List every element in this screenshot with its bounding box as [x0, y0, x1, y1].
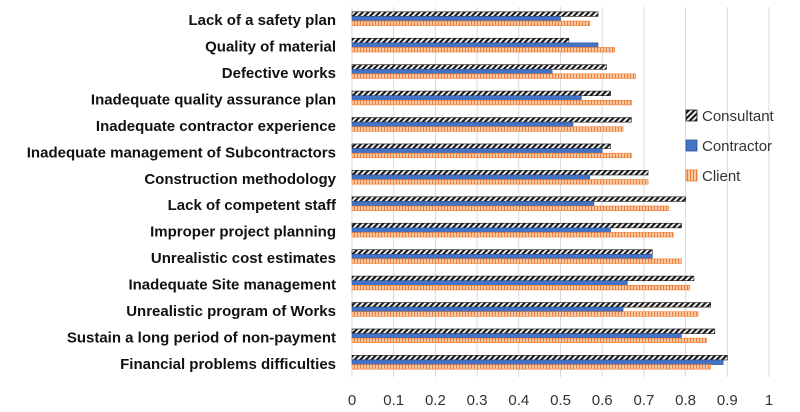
bar-contractor	[351, 280, 628, 286]
bar-client	[351, 20, 590, 26]
category-label: Inadequate management of Subcontractors	[27, 144, 336, 161]
bar-client	[351, 47, 616, 53]
x-tick-label: 0.6	[592, 392, 613, 409]
legend-swatch-contractor	[685, 139, 698, 152]
bar-client	[351, 73, 636, 79]
x-tick-label: 0.2	[425, 392, 446, 409]
bar-contractor	[351, 174, 590, 180]
legend-swatch-client	[685, 169, 698, 182]
bar-contractor	[351, 148, 603, 154]
bar-consultant	[351, 328, 716, 334]
x-tick-label: 0.8	[675, 392, 696, 409]
bar-consultant	[351, 170, 649, 176]
legend-swatch-consultant	[685, 109, 698, 122]
bar-consultant	[351, 222, 682, 229]
category-label: Inadequate quality assurance plan	[91, 92, 336, 109]
bar-contractor	[351, 333, 682, 339]
legend-label-consultant: Consultant	[702, 108, 775, 125]
legend-label-client: Client	[702, 168, 741, 185]
bar-client	[351, 337, 707, 344]
bars	[351, 11, 728, 370]
bar-contractor	[351, 121, 574, 128]
bar-consultant	[351, 196, 686, 202]
bar-client	[351, 311, 699, 317]
bar-contractor	[351, 227, 611, 233]
category-label: Financial problems difficulties	[120, 356, 336, 373]
bar-contractor	[351, 42, 599, 48]
category-label: Inadequate Site management	[128, 277, 336, 294]
category-label: Defective works	[222, 65, 336, 82]
bar-consultant	[351, 355, 728, 361]
bar-contractor	[351, 306, 624, 313]
category-label: Improper project planning	[150, 224, 336, 241]
bar-contractor	[351, 359, 724, 365]
bar-contractor	[351, 16, 561, 22]
bar-client	[351, 152, 632, 159]
category-labels: Lack of a safety plan Quality of material…	[27, 12, 337, 373]
bar-client	[351, 100, 632, 106]
category-label: Sustain a long period of non-payment	[67, 329, 336, 346]
category-label: Construction methodology	[144, 171, 336, 188]
bar-consultant	[351, 64, 607, 70]
category-label: Inadequate contractor experience	[96, 118, 336, 135]
category-label: Quality of material	[205, 39, 336, 56]
bar-contractor	[351, 68, 553, 75]
category-label: Lack of competent staff	[168, 197, 337, 214]
bar-consultant	[351, 11, 599, 17]
category-label: Unrealistic program of Works	[126, 303, 336, 320]
bar-client	[351, 205, 670, 211]
gridlines	[351, 7, 770, 377]
x-tick-label: 0.5	[550, 392, 571, 409]
x-tick-label: 0.7	[633, 392, 654, 409]
bar-client	[351, 179, 649, 185]
x-tick-label: 0.3	[467, 392, 488, 409]
x-tick-label: 0	[348, 392, 356, 409]
bar-client	[351, 284, 691, 291]
legend: Consultant Contractor Client	[685, 108, 775, 185]
bar-client	[351, 126, 624, 132]
bar-contractor	[351, 95, 582, 101]
bar-consultant	[351, 249, 653, 255]
bar-client	[351, 364, 711, 370]
bar-client	[351, 232, 674, 238]
bar-consultant	[351, 117, 632, 123]
bar-consultant	[351, 302, 711, 308]
bar-contractor	[351, 201, 595, 207]
x-tick-labels: 0 0.1 0.2 0.3 0.4 0.5 0.6 0.7 0.8 0.9 1	[348, 392, 773, 409]
x-tick-label: 0.1	[383, 392, 404, 409]
x-tick-label: 0.9	[717, 392, 738, 409]
bar-consultant	[351, 90, 611, 96]
x-tick-label: 1	[765, 392, 773, 409]
bar-consultant	[351, 143, 611, 149]
category-label: Lack of a safety plan	[188, 12, 336, 29]
legend-label-contractor: Contractor	[702, 138, 772, 155]
x-tick-label: 0.4	[508, 392, 529, 409]
bar-consultant	[351, 37, 570, 44]
bar-client	[351, 258, 682, 264]
bar-contractor	[351, 253, 653, 260]
bar-consultant	[351, 275, 695, 282]
category-label: Unrealistic cost estimates	[151, 250, 336, 267]
